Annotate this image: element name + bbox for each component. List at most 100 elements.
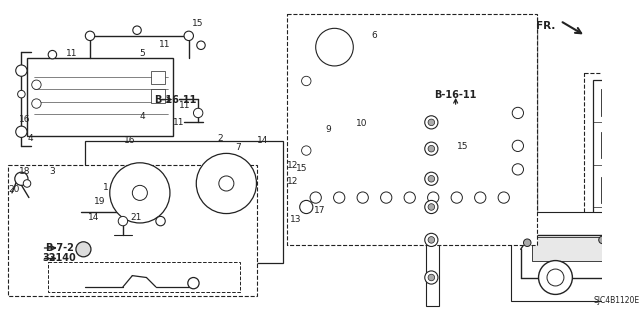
Text: 16: 16 bbox=[124, 136, 136, 145]
Text: FR.: FR. bbox=[536, 21, 556, 32]
Bar bbox=[511, 212, 640, 301]
Circle shape bbox=[23, 180, 31, 187]
Bar bbox=[85, 141, 283, 263]
Text: 5: 5 bbox=[140, 48, 145, 57]
Circle shape bbox=[85, 31, 95, 41]
Circle shape bbox=[547, 269, 564, 286]
Text: 10: 10 bbox=[356, 119, 367, 128]
Text: 18: 18 bbox=[19, 167, 31, 176]
Circle shape bbox=[425, 116, 438, 129]
Circle shape bbox=[512, 140, 524, 152]
Text: 12: 12 bbox=[287, 161, 298, 170]
Circle shape bbox=[425, 200, 438, 213]
Circle shape bbox=[196, 41, 205, 49]
Text: 12: 12 bbox=[287, 177, 298, 187]
Text: 14: 14 bbox=[88, 213, 100, 222]
Circle shape bbox=[48, 50, 57, 59]
Text: 13: 13 bbox=[290, 215, 301, 224]
Bar bbox=[532, 237, 602, 261]
Text: 11: 11 bbox=[159, 40, 170, 48]
Bar bbox=[292, 17, 537, 238]
Circle shape bbox=[32, 99, 41, 108]
Bar bbox=[600, 132, 640, 158]
Bar bbox=[600, 89, 640, 116]
Bar bbox=[287, 14, 537, 245]
Circle shape bbox=[425, 142, 438, 155]
Circle shape bbox=[133, 26, 141, 34]
Circle shape bbox=[300, 200, 313, 213]
Circle shape bbox=[381, 192, 392, 203]
Circle shape bbox=[498, 192, 509, 203]
Circle shape bbox=[193, 108, 203, 118]
Text: 6: 6 bbox=[371, 31, 377, 40]
Text: 20: 20 bbox=[8, 185, 20, 194]
Circle shape bbox=[598, 236, 606, 244]
Text: 2: 2 bbox=[218, 134, 223, 143]
Text: 15: 15 bbox=[296, 164, 307, 173]
Bar bbox=[301, 183, 522, 231]
Text: 21: 21 bbox=[131, 213, 142, 222]
Circle shape bbox=[16, 65, 27, 76]
Text: 14: 14 bbox=[257, 136, 268, 145]
Circle shape bbox=[632, 269, 640, 286]
Circle shape bbox=[428, 192, 439, 203]
Text: SJC4B1120E: SJC4B1120E bbox=[593, 296, 639, 305]
Circle shape bbox=[428, 274, 435, 281]
Text: 1: 1 bbox=[103, 183, 109, 192]
Bar bbox=[27, 58, 173, 136]
Text: 19: 19 bbox=[94, 197, 106, 206]
Circle shape bbox=[156, 216, 165, 226]
Bar bbox=[504, 94, 532, 188]
Bar bbox=[584, 73, 640, 248]
Bar bbox=[600, 177, 640, 203]
Circle shape bbox=[475, 192, 486, 203]
Text: 11: 11 bbox=[172, 117, 184, 127]
Circle shape bbox=[76, 242, 91, 257]
Text: 4: 4 bbox=[28, 134, 33, 143]
Circle shape bbox=[15, 172, 28, 185]
Text: 4: 4 bbox=[140, 112, 145, 121]
Circle shape bbox=[524, 239, 531, 247]
Circle shape bbox=[196, 153, 257, 213]
Text: 11: 11 bbox=[66, 48, 77, 57]
Text: 3: 3 bbox=[49, 167, 55, 176]
Circle shape bbox=[16, 126, 27, 137]
Text: 17: 17 bbox=[314, 206, 325, 215]
Circle shape bbox=[428, 175, 435, 182]
Circle shape bbox=[425, 271, 438, 284]
Circle shape bbox=[110, 163, 170, 223]
Text: B-7-2: B-7-2 bbox=[45, 243, 74, 253]
Bar bbox=[151, 221, 245, 254]
Circle shape bbox=[512, 107, 524, 119]
Bar bbox=[593, 80, 640, 245]
Circle shape bbox=[32, 80, 41, 89]
Text: 16: 16 bbox=[19, 115, 31, 123]
Bar bbox=[151, 70, 165, 84]
Circle shape bbox=[428, 119, 435, 126]
Circle shape bbox=[425, 172, 438, 185]
Circle shape bbox=[428, 237, 435, 243]
Bar bbox=[349, 41, 490, 167]
Circle shape bbox=[310, 192, 321, 203]
Text: 32140: 32140 bbox=[43, 254, 77, 263]
Bar bbox=[297, 77, 317, 152]
Text: 15: 15 bbox=[193, 19, 204, 28]
Circle shape bbox=[219, 176, 234, 191]
Circle shape bbox=[404, 192, 415, 203]
Bar bbox=[297, 21, 381, 72]
Circle shape bbox=[184, 31, 193, 41]
Circle shape bbox=[118, 216, 127, 226]
Text: B-16-11: B-16-11 bbox=[435, 90, 477, 100]
Circle shape bbox=[316, 28, 353, 66]
Circle shape bbox=[428, 204, 435, 210]
Bar bbox=[48, 262, 241, 292]
Bar bbox=[297, 30, 339, 63]
Circle shape bbox=[18, 90, 25, 98]
Circle shape bbox=[188, 278, 199, 289]
Text: 15: 15 bbox=[457, 142, 468, 151]
Circle shape bbox=[512, 164, 524, 175]
Text: B-16-11: B-16-11 bbox=[154, 94, 196, 105]
Circle shape bbox=[623, 261, 640, 294]
Circle shape bbox=[301, 76, 311, 86]
Circle shape bbox=[301, 146, 311, 155]
